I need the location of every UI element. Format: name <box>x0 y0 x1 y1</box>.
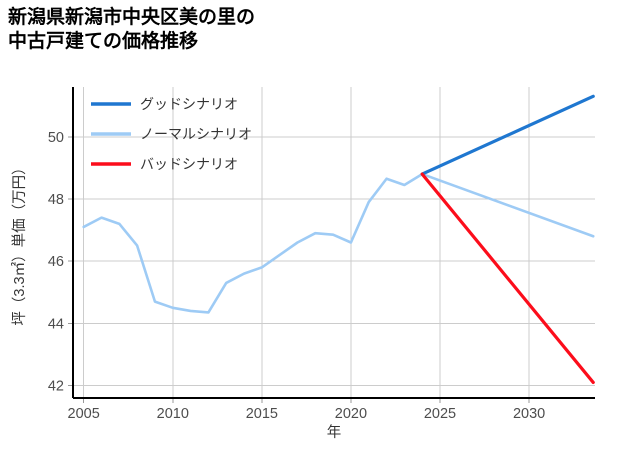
x-tick-label: 2020 <box>335 406 367 422</box>
x-axis-title: 年 <box>327 424 342 441</box>
y-axis-title: 坪（3.3㎡）単価（万円） <box>11 160 28 325</box>
axis-spines <box>71 87 595 400</box>
legend-label: バッドシナリオ <box>140 156 238 172</box>
gridlines <box>73 87 595 398</box>
x-tick-label: 2010 <box>157 406 189 422</box>
series-line-good <box>420 94 595 176</box>
y-tick-label: 50 <box>48 130 64 146</box>
y-tick-label: 46 <box>48 254 64 270</box>
y-tick-labels: 42 44 46 48 50 <box>48 130 64 395</box>
legend-label: ノーマルシナリオ <box>140 126 252 142</box>
page-title: 新潟県新潟市中央区美の里の 中古戸建ての価格推移 <box>8 7 256 53</box>
x-tick-label: 2025 <box>424 406 456 422</box>
data-series <box>82 94 595 385</box>
series-line-normal <box>82 172 595 314</box>
x-tick-label: 2015 <box>246 406 278 422</box>
series-line-bad <box>420 172 595 385</box>
legend-label: グッドシナリオ <box>140 96 238 112</box>
tickmarks <box>68 136 530 403</box>
x-tick-label: 2030 <box>513 406 545 422</box>
x-tick-labels: 2005 2010 2015 2020 2025 2030 <box>68 406 546 422</box>
y-tick-label: 44 <box>48 316 64 332</box>
x-tick-label: 2005 <box>68 406 100 422</box>
y-tick-label: 48 <box>48 192 64 208</box>
y-tick-label: 42 <box>48 379 64 395</box>
